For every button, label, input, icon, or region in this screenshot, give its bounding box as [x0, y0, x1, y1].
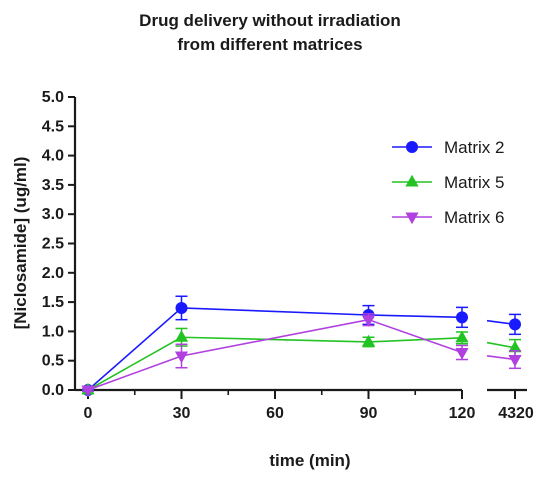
y-tick-label: 5.0: [42, 89, 64, 106]
data-point: [361, 315, 376, 327]
y-tick-label: 4.5: [42, 118, 64, 135]
x-tick-label: 30: [173, 405, 191, 422]
data-point: [174, 330, 189, 342]
y-tick-label: 3.5: [42, 177, 64, 194]
data-point: [455, 330, 469, 343]
data-point: [508, 355, 522, 367]
x-tick-label: 60: [266, 405, 284, 422]
data-point: [508, 340, 522, 353]
series-line-break-right: [486, 355, 516, 361]
y-tick-label: 1.0: [42, 323, 64, 340]
series-3: [81, 313, 522, 398]
legend-label: Matrix 6: [444, 208, 504, 227]
chart-title-line-2: from different matrices: [177, 35, 362, 54]
series-line: [87, 307, 463, 391]
legend-item-3: Matrix 6: [392, 208, 504, 227]
data-point: [456, 311, 468, 324]
series-line: [87, 336, 463, 391]
y-tick-label: 4.0: [42, 148, 64, 165]
series-1: [82, 295, 521, 396]
y-tick-label: 2.5: [42, 236, 64, 253]
data-point: [509, 318, 521, 331]
legend-marker: [405, 174, 419, 187]
legend-marker: [405, 212, 419, 225]
legend-item-2: Matrix 5: [392, 173, 504, 192]
legend-marker: [406, 141, 418, 153]
x-tick-label: 120: [449, 405, 476, 422]
data-point: [81, 385, 95, 398]
y-axis-label: [Niclosamide] (ug/ml): [11, 157, 30, 330]
legend-label: Matrix 2: [444, 138, 504, 157]
legend-label: Matrix 5: [444, 173, 504, 192]
y-tick-label: 1.5: [42, 294, 64, 311]
y-tick-label: 2.0: [42, 265, 64, 282]
chart-title-line-1: Drug delivery without irradiation: [139, 11, 401, 30]
x-axis-label: time (min): [269, 451, 350, 470]
x-tick-label: 0: [84, 405, 93, 422]
data-point: [175, 301, 188, 314]
y-tick-label: 3.0: [42, 206, 64, 223]
series-line: [87, 318, 463, 391]
y-tick-label: 0.5: [42, 353, 64, 370]
data-point: [455, 347, 469, 360]
x-tick-label: 90: [360, 405, 378, 422]
legend-item-1: Matrix 2: [392, 138, 504, 157]
y-tick-label: 0.0: [42, 382, 64, 399]
data-point: [361, 334, 376, 347]
data-point: [174, 351, 189, 364]
x-tick-label: 4320: [498, 405, 534, 422]
series-line-break-right: [486, 341, 516, 349]
